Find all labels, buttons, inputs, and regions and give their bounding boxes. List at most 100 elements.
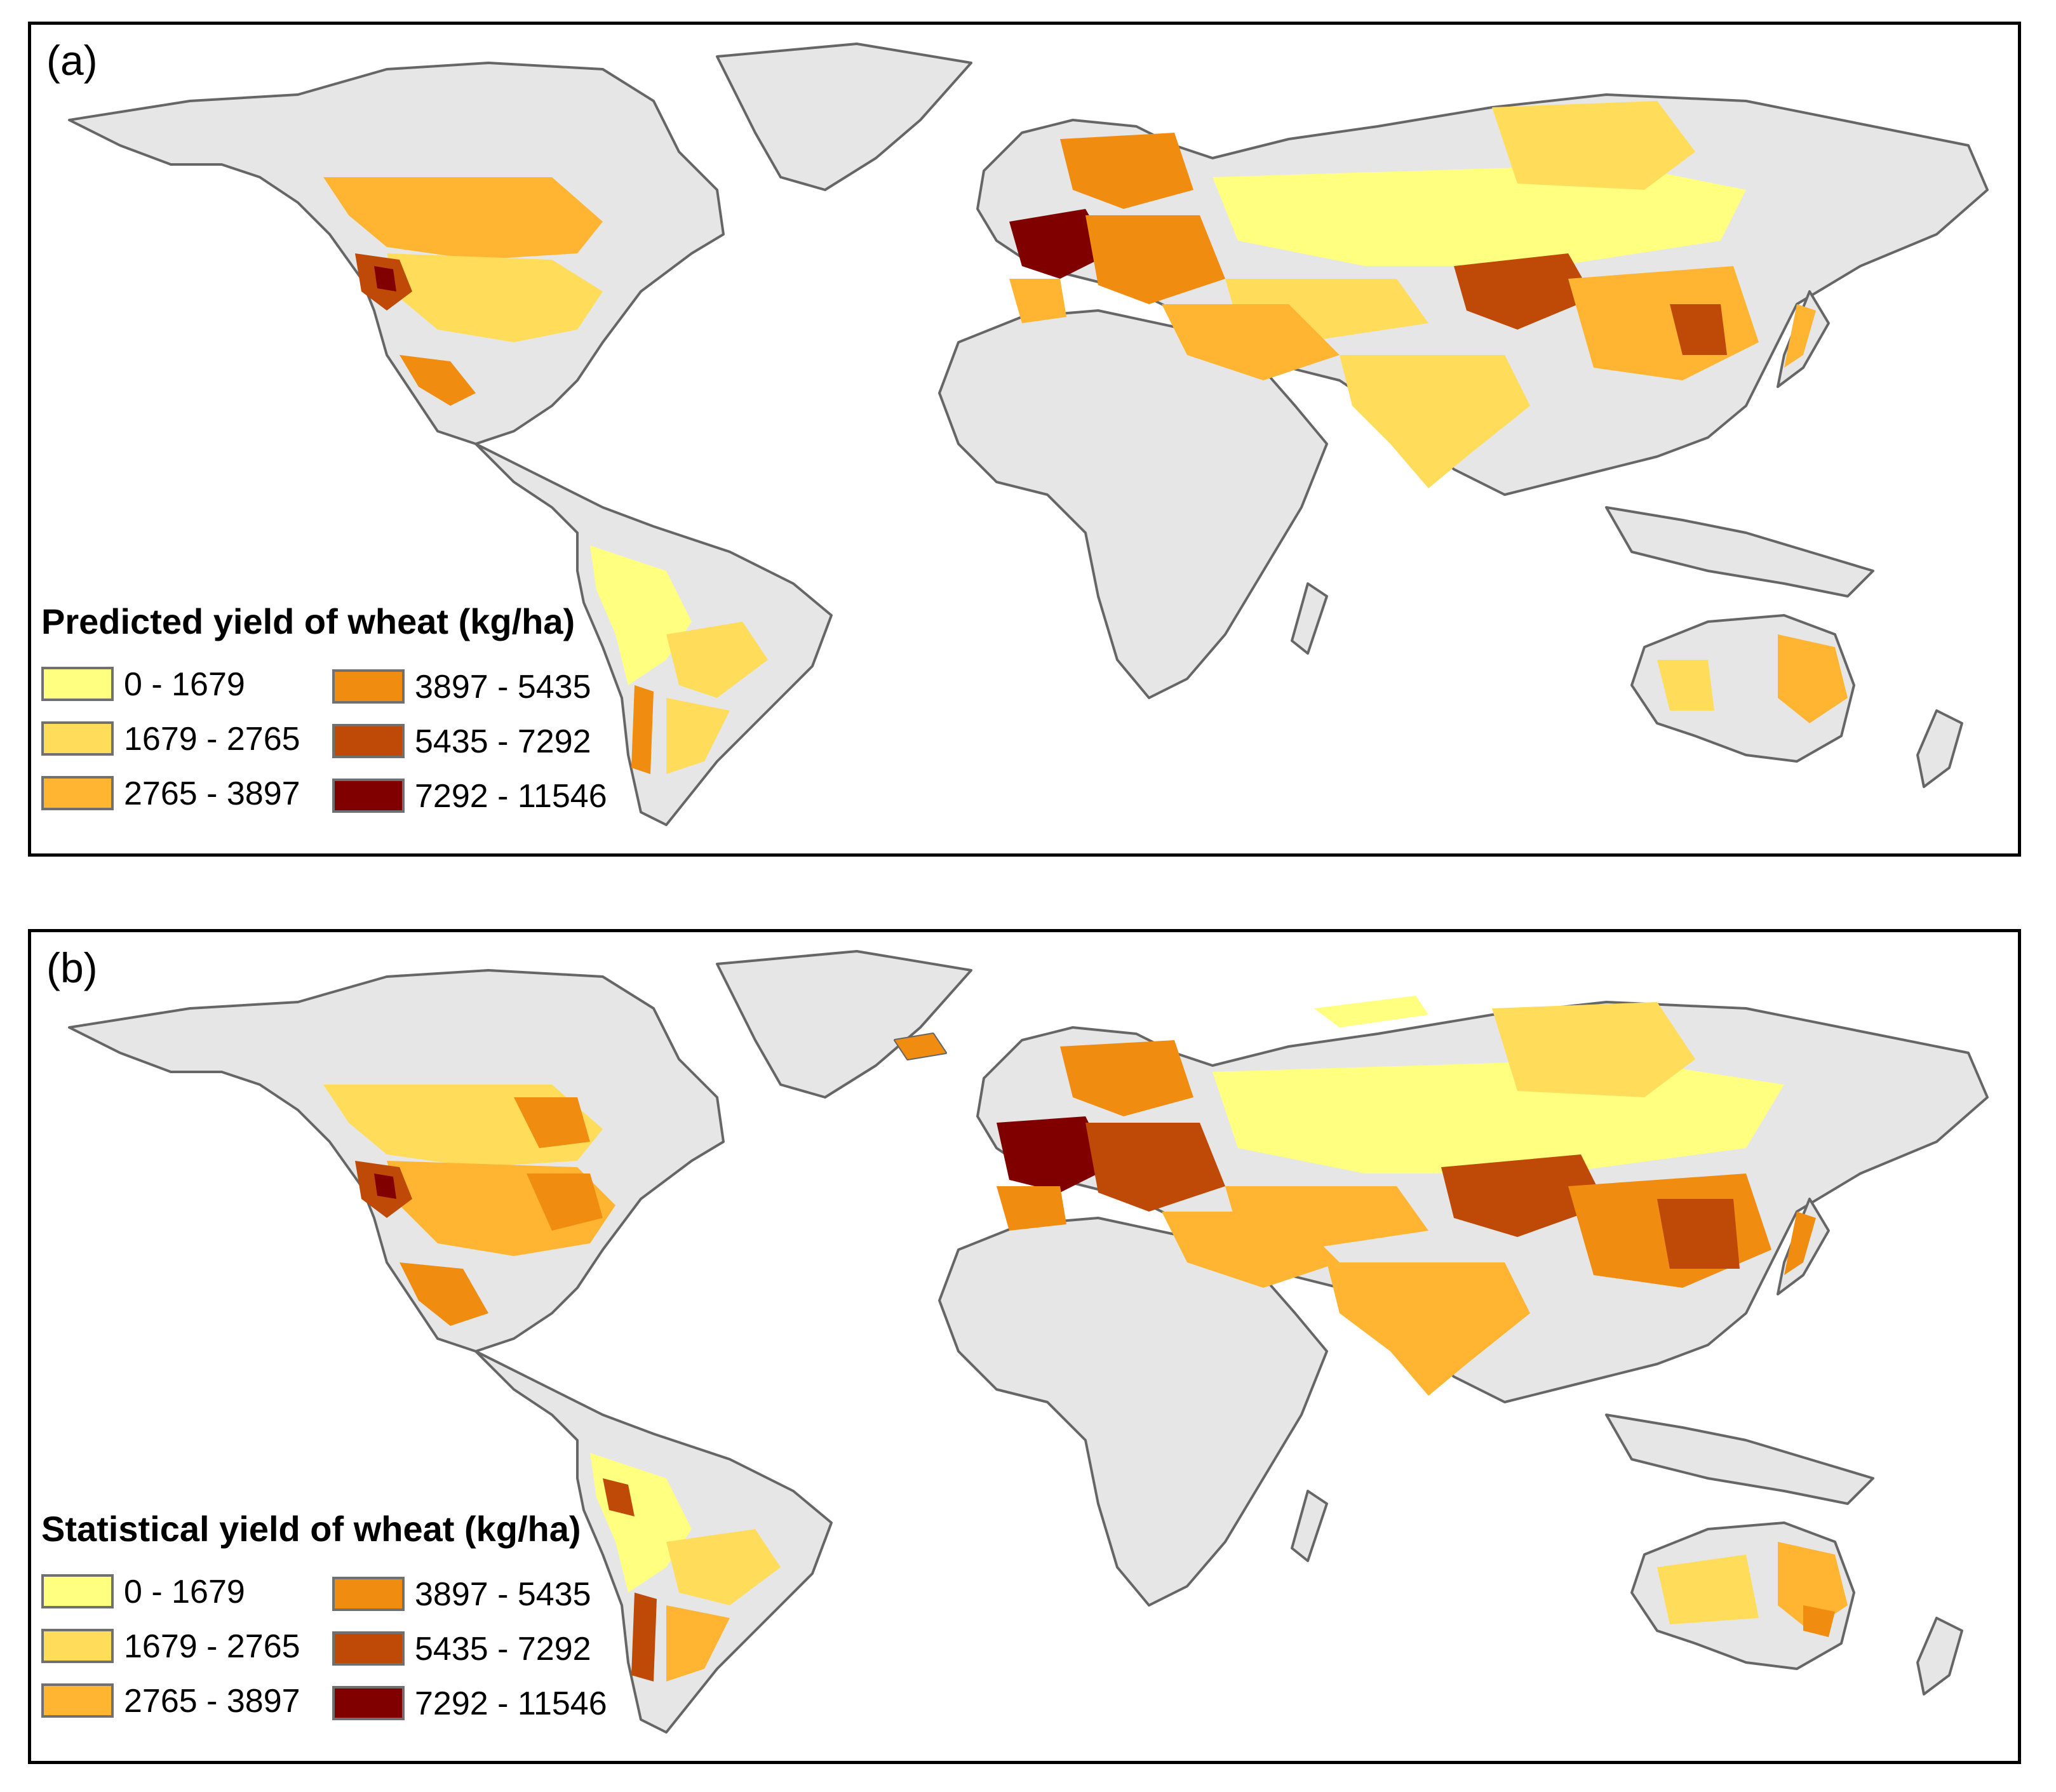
- yield-scandinavia: [1060, 133, 1193, 209]
- legend-item-class-2: 1679 - 2765: [41, 1624, 340, 1668]
- legend-swatch: [332, 779, 405, 813]
- yield-siberia: [1492, 1002, 1695, 1097]
- legend-swatch: [41, 721, 114, 756]
- legend-item-class-5: 5435 - 7292: [332, 719, 631, 763]
- world-map-predicted: [68, 43, 1989, 826]
- legend-item-class-4: 3897 - 5435: [332, 1572, 631, 1616]
- madagascar-landmass: [1291, 582, 1328, 655]
- yield-argentina: [666, 698, 730, 774]
- legend-item-class-2: 1679 - 2765: [41, 716, 340, 761]
- legend-label: 0 - 1679: [124, 1574, 245, 1610]
- yield-india: [1340, 355, 1530, 488]
- yield-usa-west-high: [374, 1173, 396, 1199]
- yield-turkey-middle-east: [1162, 304, 1340, 380]
- legend-item-class-4: 3897 - 5435: [332, 664, 631, 709]
- legend-label: 2765 - 3897: [124, 1683, 300, 1720]
- map-panel-b: (b) Statistical yield of wheat (kg/ha) 0…: [28, 929, 2021, 1764]
- legend-item-class-3: 2765 - 3897: [41, 771, 340, 815]
- legend-item-class-3: 2765 - 3897: [41, 1678, 340, 1723]
- yield-australia-southeast: [1803, 1605, 1835, 1637]
- legend-swatch: [41, 1574, 114, 1608]
- legend-item-class-1: 0 - 1679: [41, 662, 340, 706]
- panel-label: (b): [46, 944, 98, 991]
- yield-mexico: [400, 1262, 488, 1326]
- yield-north-china-plain: [1670, 304, 1727, 355]
- yield-iceland: [895, 1034, 946, 1059]
- yield-china-west: [1454, 253, 1594, 330]
- yield-argentina: [666, 1605, 730, 1682]
- yield-australia-east: [1778, 634, 1848, 723]
- yield-brazil-south: [666, 622, 768, 698]
- yield-north-china-plain: [1657, 1199, 1740, 1269]
- legend-swatch: [332, 724, 405, 758]
- southeast-asia-islands: [1605, 1414, 1874, 1505]
- yield-russia: [1213, 164, 1746, 266]
- legend-swatch: [332, 1686, 405, 1720]
- yield-australia-west: [1657, 1555, 1759, 1624]
- yield-central-europe: [1085, 1123, 1225, 1212]
- yield-chile: [631, 1593, 657, 1682]
- legend-label: 5435 - 7292: [415, 723, 591, 760]
- legend-swatch: [332, 1577, 405, 1611]
- yield-peru: [603, 1478, 635, 1516]
- legend-item-class-5: 5435 - 7292: [332, 1626, 631, 1671]
- north-america-landmass: [68, 62, 725, 445]
- legend-label: 7292 - 11546: [415, 1685, 607, 1722]
- legend-title: Statistical yield of wheat (kg/ha): [41, 1509, 581, 1549]
- legend-label: 3897 - 5435: [415, 1576, 591, 1613]
- legend: Predicted yield of wheat (kg/ha) 0 - 167…: [41, 601, 651, 842]
- panel-label: (a): [46, 37, 98, 84]
- yield-brazil-south: [666, 1529, 781, 1605]
- yield-central-europe: [1085, 215, 1225, 304]
- legend-item-class-1: 0 - 1679: [41, 1569, 340, 1614]
- yield-usa-west-high: [374, 266, 396, 291]
- legend-item-class-6: 7292 - 11546: [332, 773, 631, 818]
- yield-usa-plains: [387, 253, 603, 342]
- new-zealand-landmass: [1916, 709, 1963, 788]
- legend-label: 3897 - 5435: [415, 669, 591, 705]
- yield-western-europe: [1009, 209, 1111, 279]
- yield-canada-ontario: [514, 1097, 590, 1148]
- legend-swatch: [41, 667, 114, 701]
- legend-swatch: [41, 776, 114, 810]
- yield-south-america-andes: [590, 545, 692, 685]
- yield-arctic-coast: [1314, 996, 1428, 1027]
- legend-item-class-6: 7292 - 11546: [332, 1681, 631, 1725]
- legend-label: 5435 - 7292: [415, 1631, 591, 1668]
- madagascar-landmass: [1291, 1490, 1328, 1562]
- legend-swatch: [41, 1629, 114, 1663]
- north-america-landmass: [68, 969, 725, 1353]
- new-zealand-landmass: [1916, 1617, 1963, 1695]
- yield-siberia: [1492, 101, 1695, 190]
- yield-japan: [1784, 1212, 1816, 1275]
- legend-label: 2765 - 3897: [124, 775, 300, 812]
- yield-western-europe: [997, 1116, 1111, 1193]
- yield-chile: [631, 685, 654, 774]
- legend-swatch: [41, 1683, 114, 1718]
- yield-china-west: [1441, 1154, 1606, 1237]
- greenland-landmass: [716, 950, 972, 1099]
- legend-title: Predicted yield of wheat (kg/ha): [41, 601, 575, 641]
- yield-scandinavia: [1060, 1040, 1193, 1116]
- yield-canada-prairies: [323, 177, 603, 260]
- yield-usa-east: [527, 1173, 603, 1231]
- legend-swatch: [332, 1631, 405, 1666]
- legend-label: 7292 - 11546: [415, 778, 607, 815]
- yield-iberia: [997, 1186, 1066, 1231]
- greenland-landmass: [716, 43, 972, 191]
- yield-turkey-middle-east: [1162, 1212, 1340, 1288]
- world-map-statistical: [68, 950, 1989, 1734]
- legend-label: 1679 - 2765: [124, 1628, 300, 1665]
- yield-australia-east: [1778, 1542, 1848, 1631]
- yield-australia-west: [1657, 660, 1714, 711]
- legend: Statistical yield of wheat (kg/ha) 0 - 1…: [41, 1508, 651, 1749]
- yield-mexico: [400, 355, 476, 406]
- legend-swatch: [332, 669, 405, 704]
- southeast-asia-islands: [1605, 506, 1874, 598]
- legend-label: 1679 - 2765: [124, 721, 300, 758]
- map-panel-a: (a) Predicted yield of wheat (kg/ha) 0 -…: [28, 22, 2021, 857]
- yield-japan: [1784, 304, 1816, 368]
- yield-iberia: [1009, 279, 1066, 323]
- legend-label: 0 - 1679: [124, 666, 245, 703]
- yield-india: [1327, 1262, 1530, 1396]
